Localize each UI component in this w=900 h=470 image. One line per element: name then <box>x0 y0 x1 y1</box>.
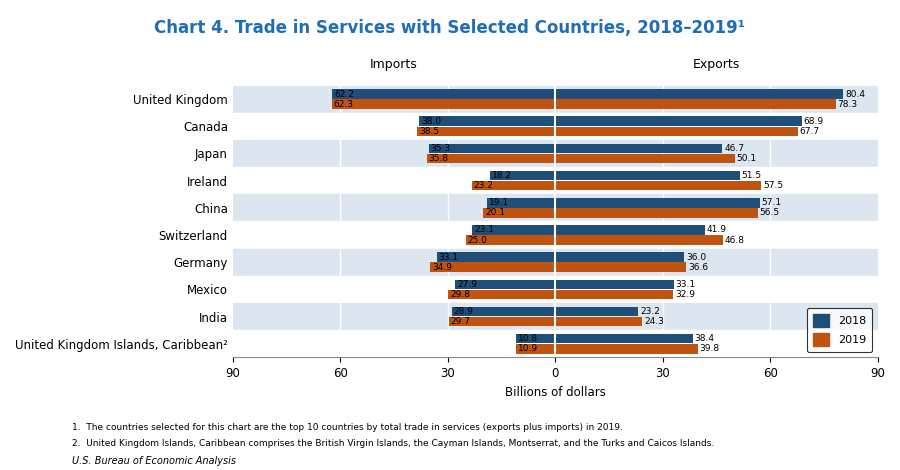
X-axis label: Billions of dollars: Billions of dollars <box>505 385 606 399</box>
Bar <box>555 171 740 180</box>
Text: 10.8: 10.8 <box>518 334 538 343</box>
Bar <box>419 117 555 126</box>
Text: 46.7: 46.7 <box>724 144 744 153</box>
Text: Imports: Imports <box>370 57 418 70</box>
Bar <box>233 194 878 221</box>
Bar <box>555 117 802 126</box>
Bar <box>472 181 555 190</box>
Bar <box>555 235 723 245</box>
Bar <box>555 307 638 316</box>
Text: 51.5: 51.5 <box>742 171 761 180</box>
Text: 10.9: 10.9 <box>518 344 538 353</box>
Text: 20.1: 20.1 <box>485 208 505 217</box>
Bar <box>555 154 734 163</box>
Text: 23.1: 23.1 <box>474 226 494 235</box>
Bar <box>555 334 693 344</box>
Bar <box>555 280 674 289</box>
Bar <box>465 235 555 245</box>
Text: 38.5: 38.5 <box>419 127 439 136</box>
Bar <box>233 303 878 330</box>
Bar <box>555 208 758 218</box>
Text: 18.2: 18.2 <box>491 171 512 180</box>
Bar <box>555 144 723 153</box>
Bar <box>233 276 878 303</box>
Text: 67.7: 67.7 <box>799 127 820 136</box>
Text: 38.0: 38.0 <box>421 117 441 126</box>
Bar <box>472 225 555 235</box>
Bar <box>516 344 555 353</box>
Text: 80.4: 80.4 <box>845 90 865 99</box>
Text: U.S. Bureau of Economic Analysis: U.S. Bureau of Economic Analysis <box>72 456 236 466</box>
Text: 2.  United Kingdom Islands, Caribbean comprises the British Virgin Islands, the : 2. United Kingdom Islands, Caribbean com… <box>72 439 715 448</box>
Bar <box>517 334 555 344</box>
Bar <box>555 225 706 235</box>
Text: 68.9: 68.9 <box>804 117 824 126</box>
Bar <box>430 262 555 272</box>
Bar <box>555 344 698 353</box>
Text: 29.7: 29.7 <box>451 317 471 326</box>
Bar <box>555 181 761 190</box>
Text: 46.8: 46.8 <box>724 235 744 244</box>
Text: 35.8: 35.8 <box>428 154 449 163</box>
Bar <box>555 126 797 136</box>
Bar <box>452 307 555 316</box>
Text: 57.1: 57.1 <box>761 198 781 207</box>
Text: 33.1: 33.1 <box>676 280 696 289</box>
Bar <box>483 208 555 218</box>
Text: 57.5: 57.5 <box>763 181 783 190</box>
Bar <box>233 86 878 113</box>
Text: 32.9: 32.9 <box>675 290 695 299</box>
Text: 33.1: 33.1 <box>438 253 458 262</box>
Bar <box>449 317 555 326</box>
Bar <box>233 167 878 194</box>
Bar <box>233 330 878 357</box>
Bar <box>487 198 555 208</box>
Bar <box>332 99 555 109</box>
Text: 19.1: 19.1 <box>489 198 508 207</box>
Bar <box>555 317 643 326</box>
Bar <box>233 113 878 140</box>
Text: 23.2: 23.2 <box>473 181 494 190</box>
Bar <box>332 89 555 99</box>
Bar <box>555 89 843 99</box>
Text: 41.9: 41.9 <box>707 226 727 235</box>
Text: 36.0: 36.0 <box>686 253 706 262</box>
Bar <box>448 290 555 299</box>
Bar <box>233 221 878 249</box>
Bar <box>555 99 835 109</box>
Bar <box>427 154 555 163</box>
Bar <box>455 280 555 289</box>
Bar <box>233 249 878 276</box>
Bar <box>233 140 878 167</box>
Text: 1.  The countries selected for this chart are the top 10 countries by total trad: 1. The countries selected for this chart… <box>72 423 623 432</box>
Text: 23.2: 23.2 <box>640 307 660 316</box>
Legend: 2018, 2019: 2018, 2019 <box>807 308 872 352</box>
Text: 39.8: 39.8 <box>699 344 720 353</box>
Text: 36.6: 36.6 <box>688 263 708 272</box>
Bar <box>555 290 673 299</box>
Text: 78.3: 78.3 <box>837 100 858 109</box>
Bar <box>436 252 555 262</box>
Text: 50.1: 50.1 <box>736 154 757 163</box>
Text: 56.5: 56.5 <box>760 208 779 217</box>
Text: 28.9: 28.9 <box>454 307 473 316</box>
Text: 29.8: 29.8 <box>450 290 470 299</box>
Text: 35.3: 35.3 <box>430 144 451 153</box>
Text: 27.9: 27.9 <box>457 280 477 289</box>
Bar <box>555 252 684 262</box>
Text: 25.0: 25.0 <box>467 235 488 244</box>
Text: 62.3: 62.3 <box>334 100 354 109</box>
Text: 38.4: 38.4 <box>695 334 715 343</box>
Text: 62.2: 62.2 <box>334 90 354 99</box>
Text: Exports: Exports <box>693 57 740 70</box>
Bar <box>418 126 555 136</box>
Bar <box>555 262 687 272</box>
Text: Chart 4. Trade in Services with Selected Countries, 2018–2019¹: Chart 4. Trade in Services with Selected… <box>155 19 745 37</box>
Text: 34.9: 34.9 <box>432 263 452 272</box>
Text: 24.3: 24.3 <box>644 317 664 326</box>
Bar <box>490 171 555 180</box>
Bar <box>428 144 555 153</box>
Bar <box>555 198 760 208</box>
